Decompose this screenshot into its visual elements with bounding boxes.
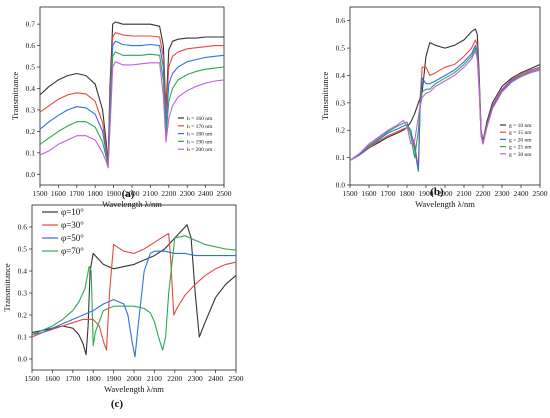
y-tick-label: 0.5: [26, 63, 36, 72]
legend: h = 160 nm h = 170 nm h = 180 nmh = 190 nm…: [178, 116, 213, 153]
y-tick-label: 0.4: [336, 71, 346, 80]
legend-label: h = 190 nm: [187, 139, 213, 145]
x-tick-label: 2300: [188, 374, 203, 383]
series-line-4: [39, 51, 225, 168]
y-tick-label: 0.6: [336, 16, 346, 25]
plot-frame: [39, 6, 225, 186]
legend-label: φ=30°: [61, 220, 84, 230]
x-axis-label: Wavelength λ/nm: [102, 199, 162, 209]
x-tick-label: 1500: [343, 189, 358, 198]
series-line-1: [31, 224, 237, 356]
series-line-2: [31, 233, 237, 351]
x-tick-label: 2400: [198, 189, 213, 198]
y-tick-label: 0.0: [18, 355, 28, 364]
series-line-4: [349, 47, 541, 161]
series-line-2: [39, 32, 224, 166]
y-tick-label: 0.6: [18, 223, 28, 232]
plot-frame: [349, 6, 541, 186]
x-tick-label: 2100: [457, 189, 472, 198]
x-axis-label: Wavelength λ/nm: [104, 384, 164, 394]
chart-panel-3: 1500 1600 1700 1800 1900 2000 2100 2200 2300 2400…: [2, 204, 244, 410]
x-tick-label: 2000: [125, 189, 140, 198]
x-tick-label: 2300: [495, 189, 510, 198]
y-tick-label: 0.7: [26, 20, 36, 29]
y-tick-label: 0.5: [18, 245, 28, 254]
y-tick-label: 0.2: [336, 126, 346, 135]
x-tick-label: 2100: [147, 374, 162, 383]
x-tick-label: 2200: [167, 374, 182, 383]
y-tick-label: 0.2: [18, 311, 28, 320]
legend: g = 10 nmg = 15 nmg = 20 nm g = 25 nmg = …: [500, 123, 532, 158]
legend-label: φ=10°: [61, 207, 84, 217]
x-tick-label: 1700: [69, 189, 84, 198]
y-axis-label: Transmittance: [320, 72, 330, 121]
y-tick-label: 0.3: [26, 105, 36, 114]
legend-label: h = 200 nm: [187, 147, 213, 153]
series-line-1: [39, 21, 224, 165]
x-tick-label: 1900: [106, 189, 121, 198]
x-tick-label: 1500: [33, 189, 48, 198]
legend-label: g = 15 nm: [509, 130, 532, 136]
x-tick-label: 1600: [45, 374, 60, 383]
y-axis-label: Transmittance: [2, 263, 12, 312]
y-tick-label: 0.3: [18, 289, 28, 298]
y-tick-label: 0.6: [26, 41, 36, 50]
x-tick-label: 1500: [25, 374, 40, 383]
legend-label: φ=70°: [61, 246, 84, 256]
series-line-5: [349, 50, 541, 161]
legend-label: h = 170 nm: [187, 124, 213, 130]
series-line-3: [39, 40, 225, 167]
x-tick-label: 2200: [161, 189, 176, 198]
chart-panel-2: 1500 1600 1700 1800 1900 2000 2100 2200 2300 2400…: [320, 6, 548, 209]
y-tick-label: 0.4: [26, 84, 36, 93]
y-axis-label: Transmittance: [10, 72, 20, 121]
y-tick-label: 0.4: [18, 267, 28, 276]
x-tick-label: 1800: [88, 189, 103, 198]
x-tick-label: 1900: [419, 189, 434, 198]
y-tick-label: 0.0: [26, 170, 36, 179]
panel-label: (c): [111, 398, 124, 410]
chart-panel-1: 1500 1600 1700 1800 1900 2000 2100 2200 2300 2400…: [10, 6, 232, 209]
panel-label: (b): [430, 186, 444, 198]
x-tick-label: 1800: [86, 374, 101, 383]
legend-label: h = 160 nm: [187, 116, 213, 122]
x-tick-label: 2500: [229, 374, 244, 383]
panel-label: (a): [122, 188, 135, 200]
y-tick-label: 0.0: [336, 181, 346, 190]
y-tick-label: 0.1: [26, 148, 36, 157]
x-tick-label: 1700: [381, 189, 396, 198]
series-line-4: [31, 235, 237, 351]
x-tick-label: 1600: [51, 189, 66, 198]
legend: φ=10° φ=30° φ=50° φ=70°: [42, 207, 84, 256]
legend-label: g = 30 nm: [509, 152, 532, 158]
series-line-1: [349, 28, 541, 161]
x-tick-label: 2400: [514, 189, 529, 198]
x-tick-label: 2300: [180, 189, 195, 198]
x-tick-label: 2000: [127, 374, 142, 383]
legend-label: g = 25 nm: [509, 145, 532, 151]
y-tick-label: 0.3: [336, 98, 346, 107]
x-tick-label: 1800: [400, 189, 415, 198]
legend-label: g = 20 nm: [509, 137, 532, 143]
x-tick-label: 1700: [65, 374, 80, 383]
x-tick-label: 1600: [362, 189, 377, 198]
x-axis-label: Wavelength λ/nm: [415, 199, 475, 209]
y-tick-label: 0.5: [336, 44, 346, 53]
series-line-3: [31, 250, 236, 358]
x-tick-label: 2400: [208, 374, 223, 383]
series-line-5: [39, 61, 225, 169]
y-tick-label: 0.1: [18, 333, 28, 342]
x-tick-label: 2000: [438, 189, 453, 198]
x-tick-label: 2100: [143, 189, 158, 198]
x-tick-label: 2200: [476, 189, 491, 198]
x-tick-label: 2500: [217, 189, 232, 198]
x-tick-label: 1900: [106, 374, 121, 383]
y-tick-label: 0.2: [26, 127, 36, 136]
x-tick-label: 2500: [533, 189, 548, 198]
y-tick-label: 0.1: [336, 153, 346, 162]
legend-label: h = 180 nm: [187, 132, 213, 138]
legend-label: g = 10 nm: [509, 123, 532, 129]
legend-label: φ=50°: [61, 233, 84, 243]
